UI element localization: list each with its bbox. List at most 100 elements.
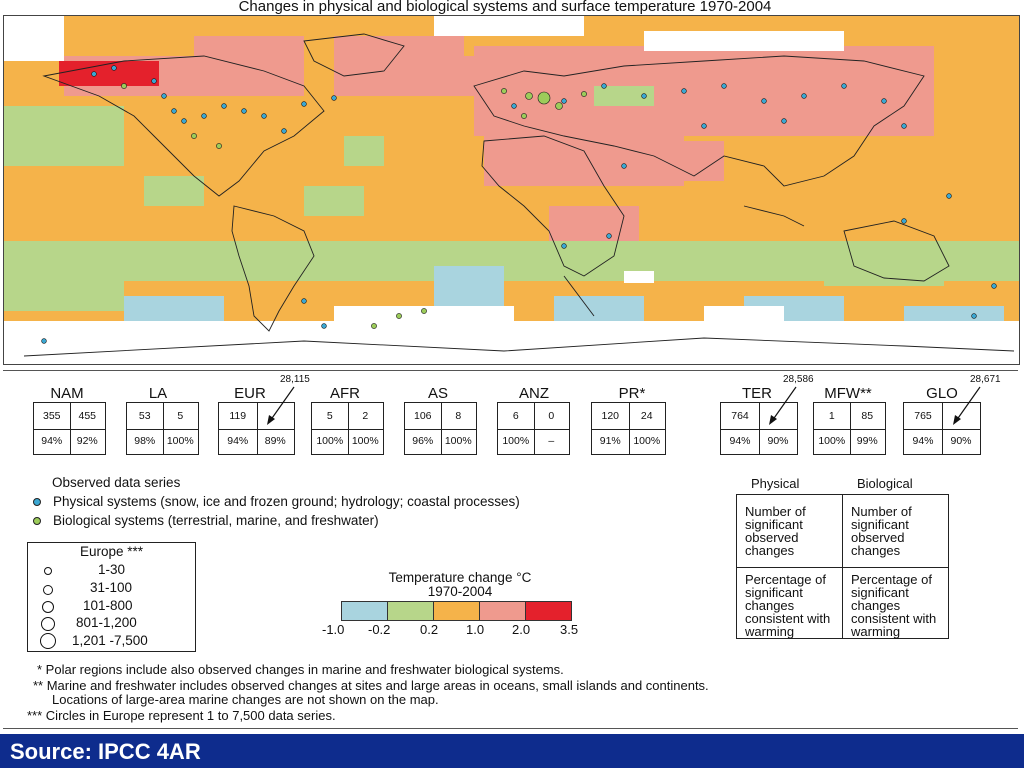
cell-physical: 53 <box>138 410 151 422</box>
colorbar-subtitle: 1970-2004 <box>427 584 493 599</box>
legend-biological-label: Biological systems (terrestrial, marine,… <box>53 513 379 528</box>
biological-dot-icon <box>33 517 41 526</box>
key-top-left: Number of significant observed changes <box>745 504 806 558</box>
figure-title: Changes in physical and biological syste… <box>238 0 772 15</box>
cell-biological: 24 <box>640 410 653 422</box>
region-label-mfw: MFW** <box>824 385 872 402</box>
region-label-eur: EUR <box>234 385 266 402</box>
cell-physical: 1 <box>828 410 835 422</box>
region-label-glo: GLO <box>926 385 958 402</box>
cell-physical: 764 <box>731 410 749 422</box>
footnote-4: *** Circles in Europe represent 1 to 7,5… <box>27 708 336 723</box>
region-total-eur: 28,115 <box>280 374 310 385</box>
total-arrow-glo <box>953 386 981 425</box>
footnote-2: ** Marine and freshwater includes observ… <box>33 678 709 693</box>
cell-physical: 106 <box>413 410 432 422</box>
colorbar-tick: 0.2 <box>420 622 439 637</box>
legend-physical: Physical systems (snow, ice and frozen g… <box>33 494 520 509</box>
colorbar-tick: 3.5 <box>560 622 579 637</box>
table-key: Number of significant observed changes N… <box>736 494 949 639</box>
cell-biological: 5 <box>177 410 184 422</box>
physical-dot-icon <box>33 498 41 507</box>
map-separator <box>3 370 1018 371</box>
europe-box-title: Europe *** <box>79 544 144 559</box>
footnote-3: Locations of large-area marine changes a… <box>52 692 439 707</box>
colorbar-bin-3 <box>433 601 480 621</box>
europe-row-2: 31-100 <box>90 580 133 595</box>
cell-pct-physical: 98% <box>134 435 156 447</box>
colorbar-bin-5 <box>525 601 572 621</box>
europe-row-3: 101-800 <box>83 598 133 613</box>
total-arrow-ter <box>769 386 797 425</box>
europe-row-5: 1,201 -7,500 <box>72 633 148 648</box>
legend-biological: Biological systems (terrestrial, marine,… <box>33 513 379 528</box>
region-table-pr: 120 24 91% 100% <box>591 402 666 455</box>
cell-pct-physical: 94% <box>41 435 63 447</box>
cell-pct-physical: 94% <box>912 435 934 447</box>
cell-physical: 765 <box>914 410 932 422</box>
region-label-as: AS <box>427 385 448 402</box>
region-label-ter: TER <box>742 385 772 402</box>
region-table-mfw: 1 85 100% 99% <box>813 402 886 455</box>
europe-row-4: 801-1,200 <box>76 615 137 630</box>
europe-circle-legend: Europe *** 1-30 31-100 101-800 801-1,200… <box>27 542 196 652</box>
cell-pct-biological: 100% <box>633 435 661 447</box>
cell-pct-physical: 100% <box>818 435 846 447</box>
region-table-eur: 119 94% 89% <box>218 402 295 455</box>
footnote-1: * Polar regions include also observed ch… <box>37 662 564 677</box>
cell-pct-biological: 90% <box>767 435 789 447</box>
europe-row-1: 1-30 <box>98 562 126 577</box>
cell-physical: 119 <box>229 410 247 422</box>
legend-title: Observed data series <box>52 475 181 490</box>
region-table-anz: 6 0 100% – <box>497 402 570 455</box>
circle-size-1-icon <box>44 567 52 575</box>
biological-observation-dots <box>121 83 587 329</box>
key-header-physical: Physical <box>751 476 800 491</box>
key-header-biological: Biological <box>857 476 913 491</box>
physical-observation-dots <box>41 65 997 344</box>
region-table-glo: 765 94% 90% <box>903 402 981 455</box>
circle-size-2-icon <box>43 585 53 595</box>
cell-physical: 120 <box>601 410 620 422</box>
cell-pct-biological: 90% <box>950 435 972 447</box>
cell-biological: 85 <box>861 410 874 422</box>
cell-physical: 355 <box>42 410 61 422</box>
cell-pct-biological: 100% <box>351 435 379 447</box>
cell-biological: 0 <box>548 410 555 422</box>
cell-pct-physical: 100% <box>502 435 530 447</box>
no-data-areas <box>4 16 1019 364</box>
key-bottom-right: Percentage of significant changes consis… <box>851 572 937 639</box>
circle-size-3-icon <box>42 601 54 613</box>
legend-physical-label: Physical systems (snow, ice and frozen g… <box>53 494 520 509</box>
cell-pct-physical: 94% <box>227 435 249 447</box>
cell-pct-biological: – <box>548 435 555 447</box>
region-total-ter: 28,586 <box>783 374 814 385</box>
region-label-la: LA <box>148 385 168 402</box>
cell-pct-physical: 94% <box>729 435 751 447</box>
region-label-nam: NAM <box>50 385 84 402</box>
region-total-glo: 28,671 <box>970 374 1001 385</box>
region-table-afr: 5 2 100% 100% <box>311 402 384 455</box>
colorbar-tick: 1.0 <box>466 622 485 637</box>
colorbar-tick: 2.0 <box>512 622 531 637</box>
circle-size-4-icon <box>41 617 55 631</box>
bottom-separator <box>3 728 1018 729</box>
region-label-anz: ANZ <box>519 385 549 402</box>
region-table-la: 53 5 98% 100% <box>126 402 199 455</box>
colorbar-bin-4 <box>479 601 526 621</box>
colorbar-tick: -1.0 <box>322 622 345 637</box>
colorbar-title: Temperature change °C <box>388 570 532 585</box>
region-table-ter: 764 94% 90% <box>720 402 798 455</box>
source-banner: Source: IPCC 4AR <box>0 734 1024 768</box>
colorbar-tick: -0.2 <box>368 622 391 637</box>
colorbar-bin-1 <box>341 601 388 621</box>
cell-pct-biological: 89% <box>264 435 286 447</box>
cell-pct-biological: 100% <box>166 435 194 447</box>
cell-physical: 6 <box>512 410 519 422</box>
cell-pct-biological: 100% <box>444 435 472 447</box>
region-table-nam: 355 455 94% 92% <box>33 402 106 455</box>
cell-biological: 2 <box>362 410 369 422</box>
region-label-pr: PR* <box>618 385 646 402</box>
cell-biological: 455 <box>78 410 97 422</box>
cell-pct-physical: 100% <box>316 435 344 447</box>
